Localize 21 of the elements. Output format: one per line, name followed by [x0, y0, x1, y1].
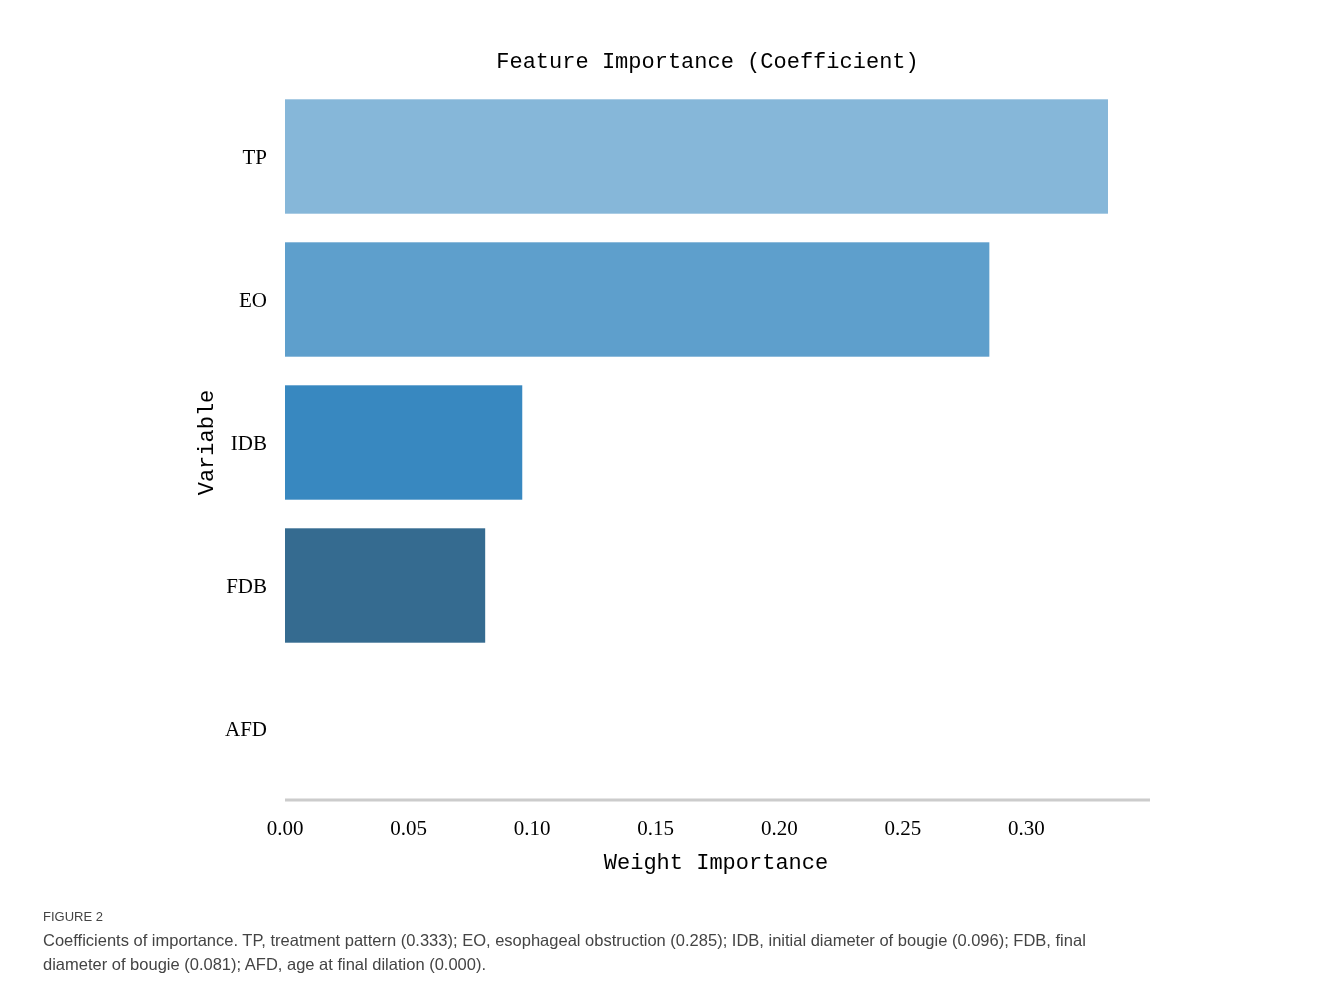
x-tick-label: 0.15: [637, 816, 675, 840]
chart-title: Feature Importance (Coefficient): [496, 50, 919, 75]
x-tick-label: 0.20: [760, 816, 798, 840]
y-tick-label: EO: [239, 287, 267, 312]
bar: [285, 528, 486, 643]
x-tick-label: 0.00: [266, 816, 304, 840]
bar: [285, 385, 523, 500]
x-axis-title: Weight Importance: [603, 851, 829, 876]
bar: [285, 242, 990, 357]
x-tick-label: 0.25: [884, 816, 922, 840]
caption: FIGURE 2: [43, 909, 103, 924]
y-tick-label: IDB: [230, 430, 267, 455]
y-tick-label: TP: [242, 144, 267, 169]
x-tick-label: 0.30: [1008, 816, 1045, 840]
y-axis-title: Variable: [195, 389, 220, 496]
x-tick-label: 0.10: [513, 816, 551, 840]
x-tick-label: 0.05: [390, 816, 427, 840]
bar: [285, 99, 1108, 214]
y-tick-label: AFD: [224, 716, 267, 741]
text: Coefficients of importance. TP, treatment pattern (0.333); EO, esophageal obstruction (0.285); IDB, initial diameter of bougie (0.096); FDB, final diameter of bougie (0.081); AFD, age at final dilation (0.000).: [43, 931, 1086, 973]
y-tick-label: FDB: [226, 573, 267, 598]
